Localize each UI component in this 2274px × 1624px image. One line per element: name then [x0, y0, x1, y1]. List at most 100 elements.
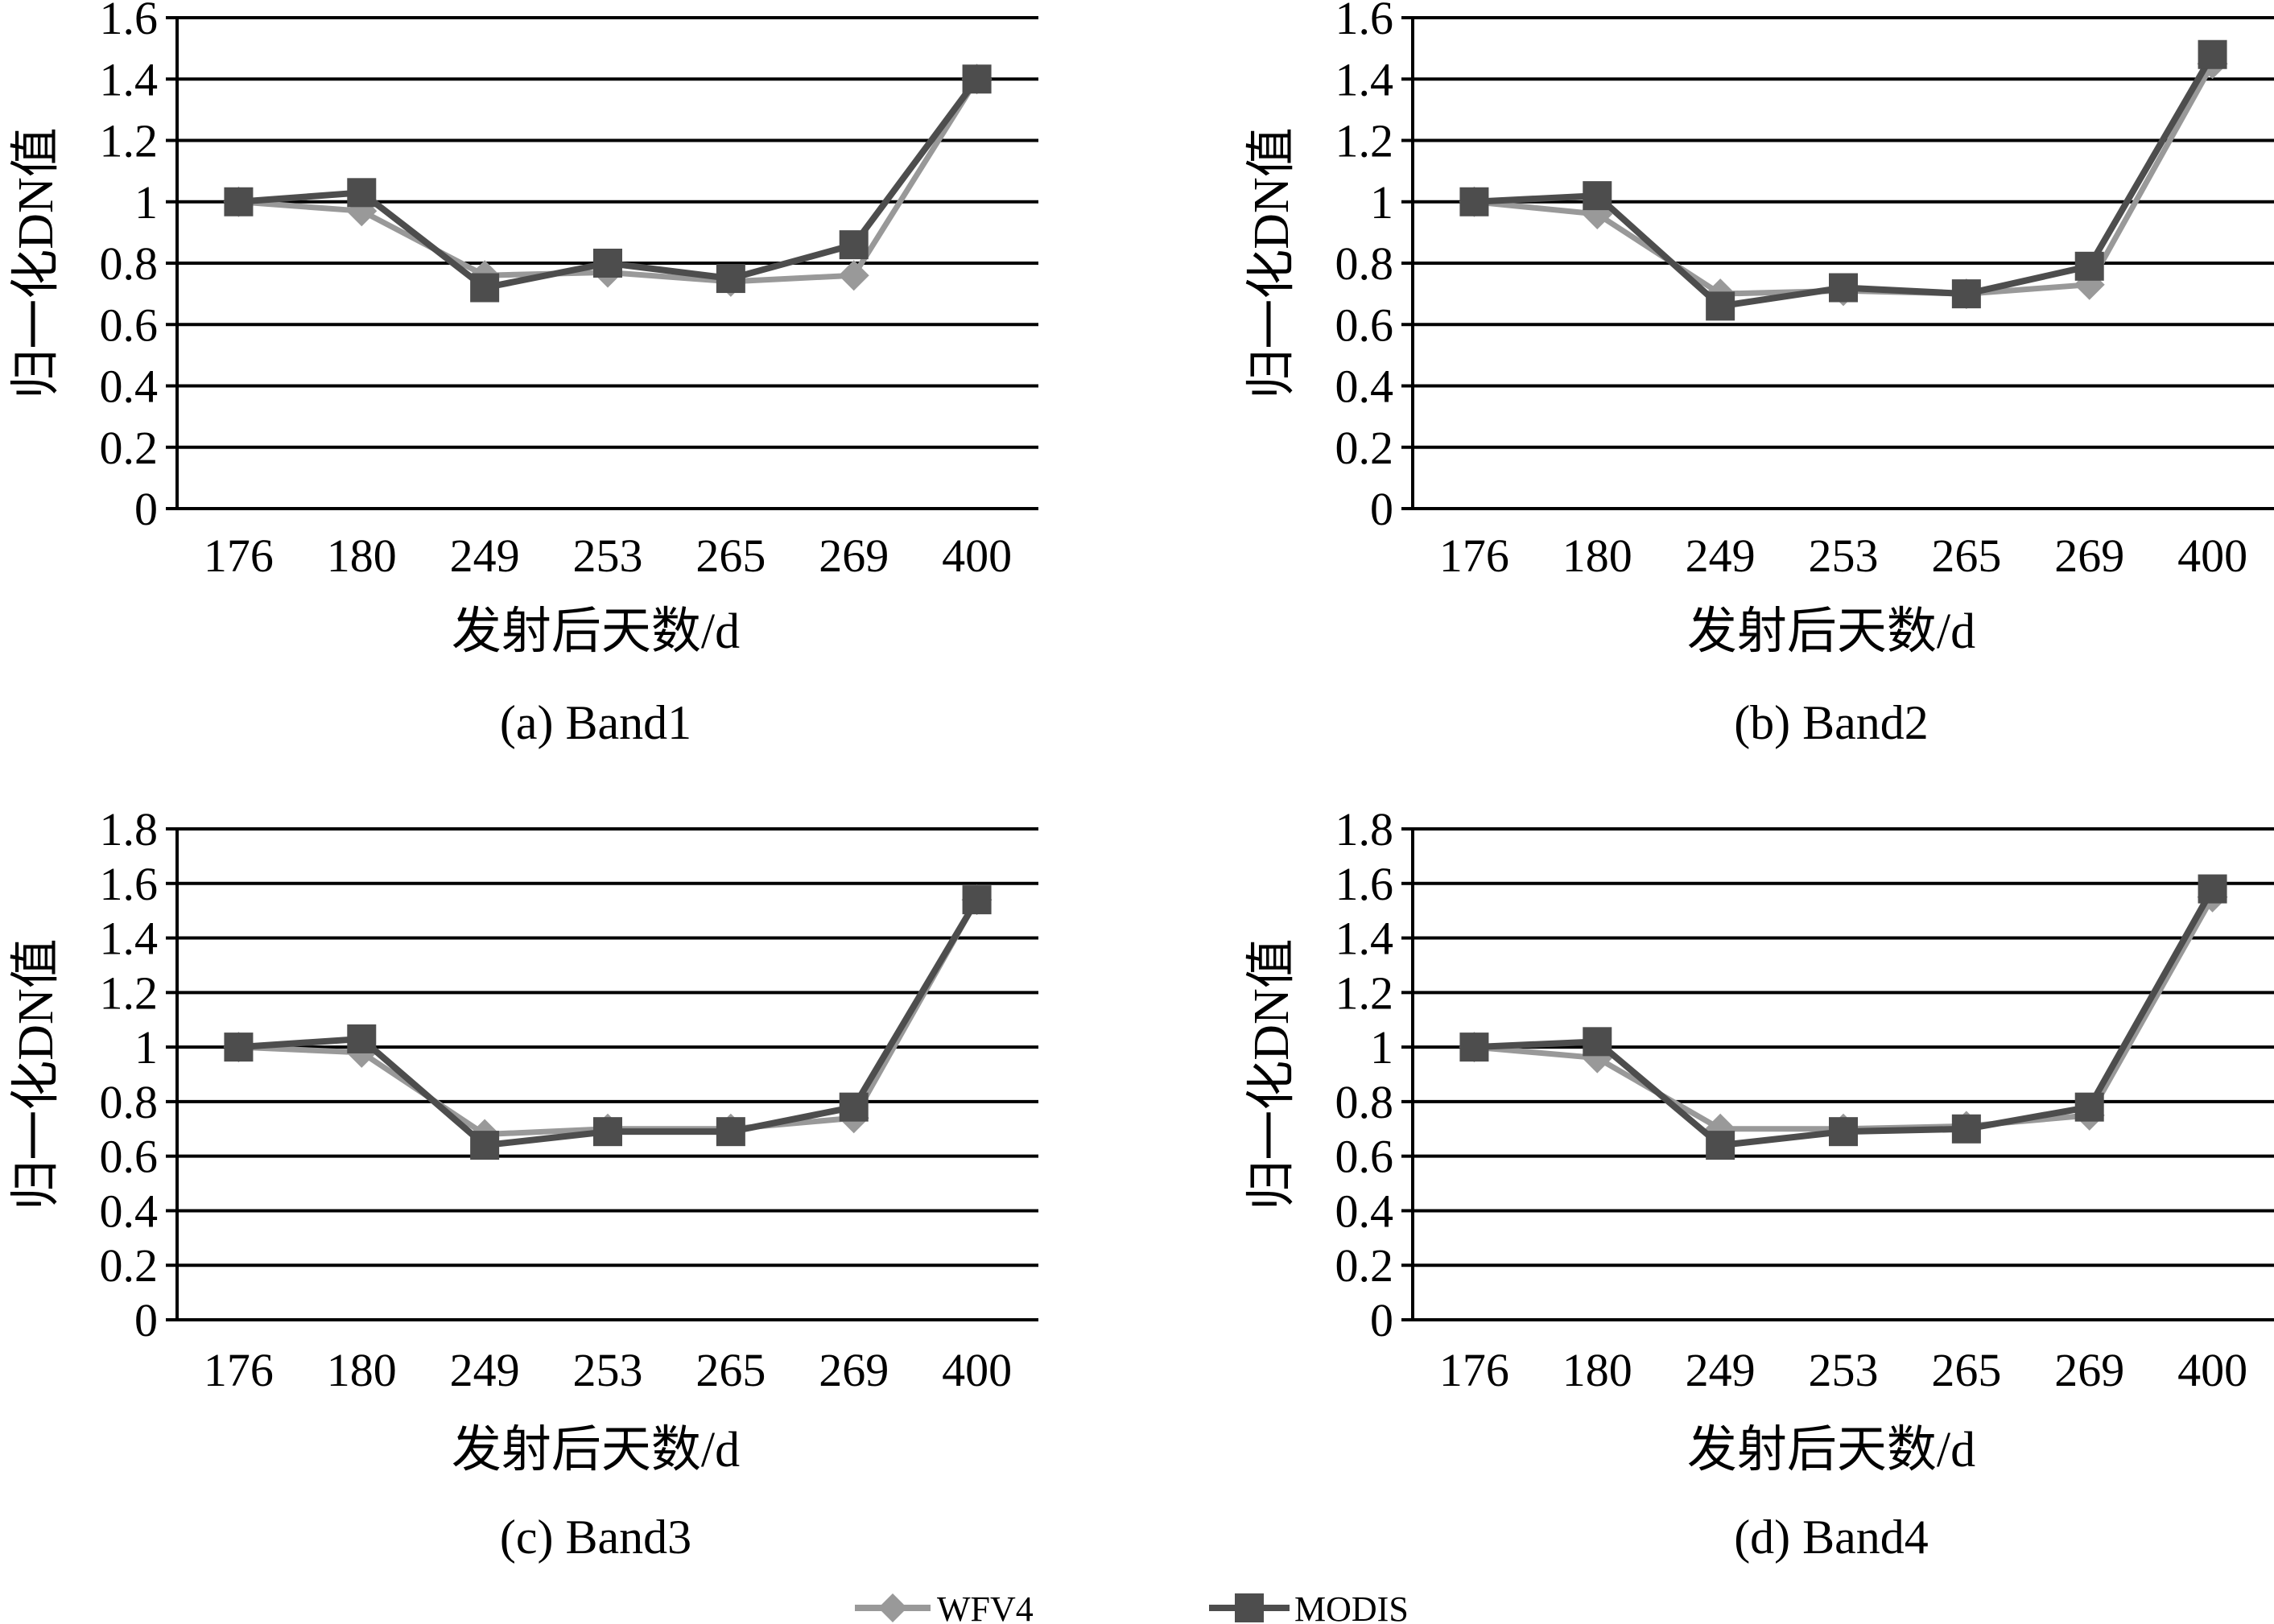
- data-point-modis: [593, 1117, 622, 1147]
- x-axis-title: 发射后天数/d: [1687, 604, 1975, 659]
- x-tick-label: 249: [450, 1344, 520, 1396]
- y-tick-label: 0.4: [100, 1185, 159, 1237]
- data-point-modis: [1706, 1131, 1735, 1160]
- y-tick-label: 1.4: [100, 53, 159, 105]
- panel-caption: (b) Band2: [1734, 696, 1929, 749]
- panel-band2: 0 0.2 0.4 0.6 0.8 1 1.2 1.4 1.6 176 180 249 253 265 26…: [1244, 0, 2274, 749]
- data-point-wfv4: [838, 260, 869, 291]
- y-tick-label: 1: [134, 176, 158, 229]
- data-point-modis: [1829, 273, 1858, 303]
- x-tick-label: 253: [573, 530, 643, 582]
- y-tick-label: 1: [1370, 176, 1393, 229]
- legend: WFV4 MODIS: [855, 1589, 1409, 1624]
- y-tick-label: 1.8: [100, 803, 159, 855]
- x-tick-label: 176: [204, 1344, 274, 1396]
- legend-marker-diamond: [878, 1593, 907, 1622]
- data-point-modis: [716, 264, 745, 294]
- data-point-modis: [1706, 291, 1735, 321]
- data-point-modis: [962, 64, 992, 94]
- x-tick-label: 269: [2054, 1344, 2124, 1396]
- y-tick-label: 1.6: [1335, 858, 1394, 910]
- legend-label-wfv4: WFV4: [937, 1589, 1034, 1624]
- data-point-modis: [839, 230, 869, 260]
- x-tick-label: 180: [1562, 530, 1632, 582]
- y-tick-label: 0.6: [1335, 1131, 1394, 1183]
- data-point-modis: [2198, 874, 2227, 904]
- y-tick-label: 1.2: [1335, 967, 1394, 1019]
- x-tick-label: 253: [1809, 530, 1879, 582]
- panel-band3: 00.20.40.60.811.21.41.61.8 176 180 249 253 26…: [9, 803, 1038, 1564]
- data-point-modis: [347, 1024, 377, 1053]
- data-point-modis: [716, 1117, 745, 1147]
- y-tick-label: 0.6: [1335, 299, 1394, 351]
- y-tick-label: 1.2: [100, 115, 159, 167]
- y-tick-label: 0: [134, 483, 158, 535]
- y-axis-title: 归一化DN值: [9, 127, 64, 399]
- data-point-modis: [593, 249, 622, 278]
- y-tick-label: 1.8: [1335, 803, 1394, 855]
- legend-item-wfv4: WFV4: [855, 1589, 1034, 1624]
- y-axis-title: 归一化DN值: [1244, 127, 1299, 399]
- data-point-modis: [1951, 279, 1981, 309]
- x-tick-label: 176: [204, 530, 274, 582]
- y-tick-label: 0.2: [100, 1239, 159, 1292]
- data-point-modis: [2198, 39, 2227, 69]
- data-point-modis: [224, 1033, 254, 1062]
- y-tick-label: 1.6: [100, 0, 159, 44]
- x-tick-label: 400: [2177, 530, 2247, 582]
- legend-item-modis: MODIS: [1209, 1589, 1409, 1624]
- y-tick-label: 1: [134, 1021, 158, 1074]
- y-tick-label: 1.2: [1335, 115, 1394, 167]
- y-tick-label: 0.8: [1335, 1076, 1394, 1128]
- x-tick-label: 400: [942, 530, 1012, 582]
- x-tick-label: 249: [1686, 530, 1756, 582]
- data-point-modis: [1583, 181, 1612, 211]
- y-tick-label: 1.4: [100, 913, 159, 965]
- panel-band4: 00.20.40.60.811.21.41.61.8 176 180 249 253 26…: [1244, 803, 2274, 1564]
- data-point-modis: [962, 885, 992, 915]
- y-tick-label: 1.4: [1335, 913, 1394, 965]
- panel-caption: (c) Band3: [500, 1511, 691, 1564]
- x-tick-label: 269: [2054, 530, 2124, 582]
- data-point-modis: [1459, 1033, 1489, 1062]
- x-axis-title: 发射后天数/d: [1687, 1423, 1975, 1478]
- data-point-modis: [224, 187, 254, 216]
- data-point-modis: [839, 1092, 869, 1122]
- data-point-modis: [1583, 1027, 1612, 1057]
- y-tick-label: 1: [1370, 1021, 1393, 1074]
- y-tick-label: 0: [1370, 1294, 1393, 1346]
- x-tick-label: 265: [695, 530, 766, 582]
- y-tick-label: 0.4: [1335, 1185, 1394, 1237]
- y-tick-label: 0.8: [100, 237, 159, 290]
- x-tick-label: 253: [573, 1344, 643, 1396]
- y-tick-label: 0: [1370, 483, 1393, 535]
- y-tick-label: 0: [134, 1294, 158, 1346]
- y-tick-label: 0.2: [100, 422, 159, 474]
- y-tick-label: 0.4: [1335, 361, 1394, 413]
- data-point-modis: [470, 273, 500, 303]
- data-point-modis: [1459, 187, 1489, 216]
- x-tick-label: 180: [327, 1344, 397, 1396]
- x-axis-title: 发射后天数/d: [452, 1423, 740, 1478]
- y-tick-label: 0.8: [1335, 237, 1394, 290]
- y-tick-label: 1.6: [100, 858, 159, 910]
- y-tick-label: 0.8: [100, 1076, 159, 1128]
- panel-caption: (d) Band4: [1734, 1511, 1929, 1564]
- y-tick-label: 0.6: [100, 299, 159, 351]
- x-tick-label: 400: [2177, 1344, 2247, 1396]
- x-tick-label: 265: [695, 1344, 766, 1396]
- data-point-modis: [470, 1131, 500, 1160]
- x-tick-label: 253: [1809, 1344, 1879, 1396]
- y-tick-label: 0.2: [1335, 1239, 1394, 1292]
- y-tick-label: 1.4: [1335, 53, 1394, 105]
- x-tick-label: 176: [1439, 530, 1509, 582]
- y-tick-label: 0.6: [100, 1131, 159, 1183]
- x-tick-label: 265: [1931, 530, 2001, 582]
- x-tick-label: 176: [1439, 1344, 1509, 1396]
- x-tick-label: 180: [327, 530, 397, 582]
- x-tick-label: 249: [1686, 1344, 1756, 1396]
- data-point-modis: [1829, 1117, 1858, 1147]
- y-tick-label: 0.4: [100, 361, 159, 413]
- data-point-modis: [2074, 1092, 2104, 1122]
- legend-marker-square: [1235, 1593, 1264, 1622]
